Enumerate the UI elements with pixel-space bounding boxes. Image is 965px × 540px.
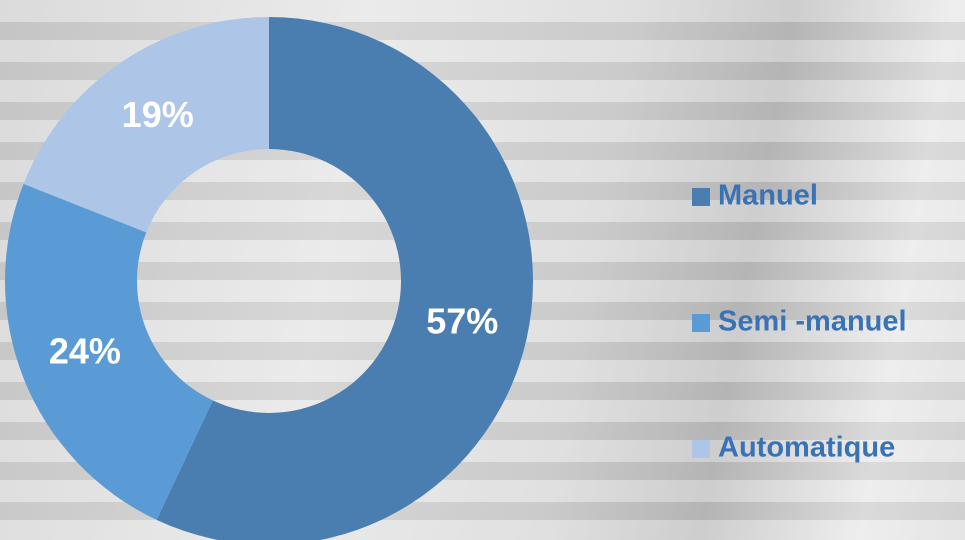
data-label: 24% — [49, 330, 121, 371]
donut-slice — [156, 17, 533, 540]
legend-label: Semi -manuel — [718, 306, 907, 338]
legend-swatch — [692, 188, 710, 206]
legend-label: Automatique — [718, 432, 895, 464]
data-label: 19% — [122, 94, 194, 135]
legend-swatch — [692, 314, 710, 332]
data-label: 57% — [426, 301, 498, 342]
legend-label: Manuel — [718, 180, 818, 212]
donut-slice — [4, 183, 213, 520]
legend-swatch — [692, 440, 710, 458]
donut-slice — [23, 17, 270, 233]
